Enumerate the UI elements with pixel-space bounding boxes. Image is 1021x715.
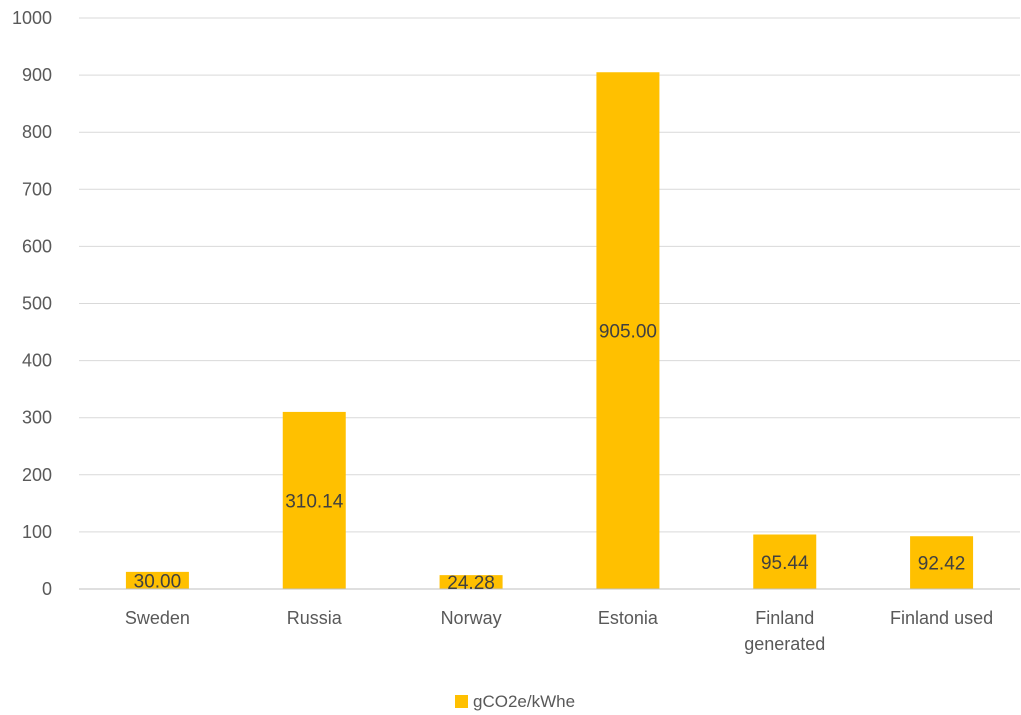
gridlines: [79, 17, 1020, 533]
y-tick-label: 700: [22, 179, 52, 199]
legend-label: gCO2e/kWhe: [473, 692, 575, 711]
data-label: 24.28: [447, 573, 495, 594]
bar: [753, 534, 817, 589]
x-category-label-line: Sweden: [125, 608, 190, 628]
y-tick-label: 900: [22, 65, 52, 85]
y-tick-label: 100: [22, 522, 52, 542]
data-labels: 30.00 310.14 24.28 905.00 95.44 92.42: [134, 322, 966, 594]
x-category-label: Estonia: [598, 608, 659, 628]
data-label: 95.44: [761, 553, 809, 574]
bar: [439, 575, 503, 589]
data-label: 30.00: [134, 571, 182, 592]
x-category-label: Finland used: [890, 608, 993, 628]
legend-swatch: [455, 695, 468, 708]
y-tick-label: 0: [42, 579, 52, 599]
y-tick-label: 200: [22, 465, 52, 485]
data-label: 310.14: [285, 491, 344, 512]
y-tick-label: 1000: [12, 8, 52, 28]
x-category-label-line: Estonia: [598, 608, 659, 628]
y-axis-tick-labels: 0 100 200 300 400 500 600 700 800 900 1000: [12, 8, 52, 599]
x-category-label-line: Finland used: [890, 608, 993, 628]
y-tick-label: 500: [22, 294, 52, 314]
x-category-label-line: Finland: [755, 608, 814, 628]
bar: [910, 536, 974, 589]
bar: [596, 72, 660, 590]
x-category-label: Norway: [441, 608, 502, 628]
y-tick-label: 300: [22, 408, 52, 428]
x-category-label: Sweden: [125, 608, 190, 628]
x-category-label-line: generated: [744, 634, 825, 654]
data-label: 92.42: [918, 554, 966, 575]
y-tick-label: 600: [22, 236, 52, 256]
data-label: 905.00: [599, 322, 657, 343]
x-category-label-line: Russia: [287, 608, 343, 628]
x-axis-category-labels: Sweden Russia Norway Estonia Finland generate…: [125, 608, 993, 654]
legend: gCO2e/kWhe: [455, 692, 575, 711]
x-category-label: Russia: [287, 608, 343, 628]
bar: [125, 571, 189, 589]
bars: [125, 72, 974, 590]
y-tick-label: 800: [22, 122, 52, 142]
x-category-label: Finland generated: [744, 608, 825, 654]
x-category-label-line: Norway: [441, 608, 502, 628]
bar: [282, 411, 346, 589]
y-tick-label: 400: [22, 351, 52, 371]
